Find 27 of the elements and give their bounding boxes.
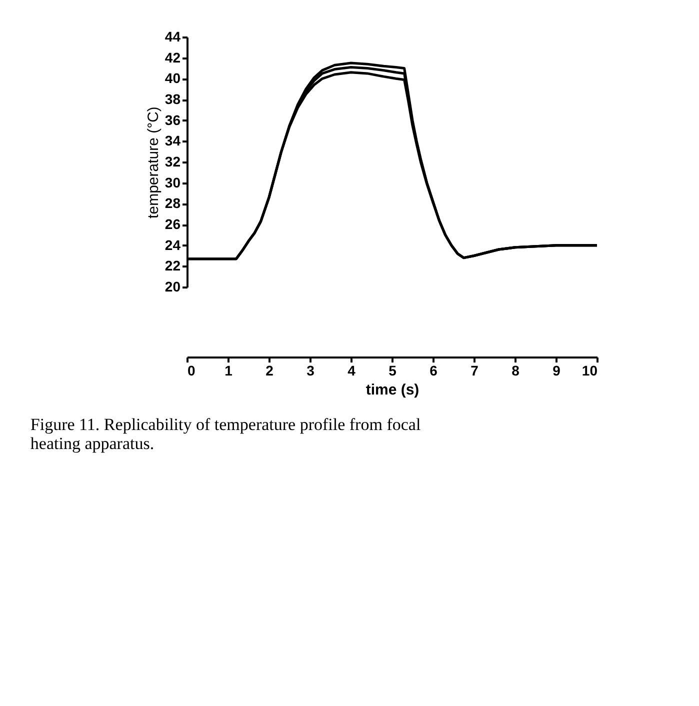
- y-tick-label: 42: [164, 49, 181, 66]
- x-tick-label: 6: [430, 362, 438, 378]
- x-tick-label: 9: [552, 362, 561, 378]
- y-tick-label: 26: [164, 216, 181, 232]
- x-tick-label: 10: [582, 362, 598, 378]
- y-tick-label: 34: [164, 132, 181, 149]
- y-axis-title: temperature (°C): [144, 106, 162, 218]
- x-tick-label: 1: [224, 362, 233, 378]
- y-tick-label: 36: [164, 112, 181, 128]
- y-tick-label: 24: [164, 236, 181, 253]
- y-tick-label: 30: [164, 174, 181, 190]
- y-tick-label: 40: [164, 70, 181, 86]
- x-axis-title: time (s): [366, 382, 420, 398]
- y-tick-label: 28: [164, 195, 181, 212]
- x-tick-label: 8: [512, 362, 520, 378]
- x-tick-label: 2: [266, 362, 274, 378]
- x-tick-label: 3: [306, 362, 315, 378]
- y-tick-label: 32: [164, 154, 181, 170]
- x-tick-label: 5: [388, 362, 397, 378]
- y-tick-label: 44: [164, 28, 181, 44]
- y-tick-label: 20: [164, 278, 181, 294]
- x-tick-label: 4: [348, 362, 356, 378]
- x-tick-label: 7: [470, 362, 479, 378]
- y-tick-label: 22: [164, 258, 181, 274]
- caption: Figure 11. Replicability of temperature profile from focal heating apparatus.: [30, 415, 421, 453]
- y-tick-label: 38: [164, 91, 181, 107]
- x-tick-label: 0: [188, 362, 196, 378]
